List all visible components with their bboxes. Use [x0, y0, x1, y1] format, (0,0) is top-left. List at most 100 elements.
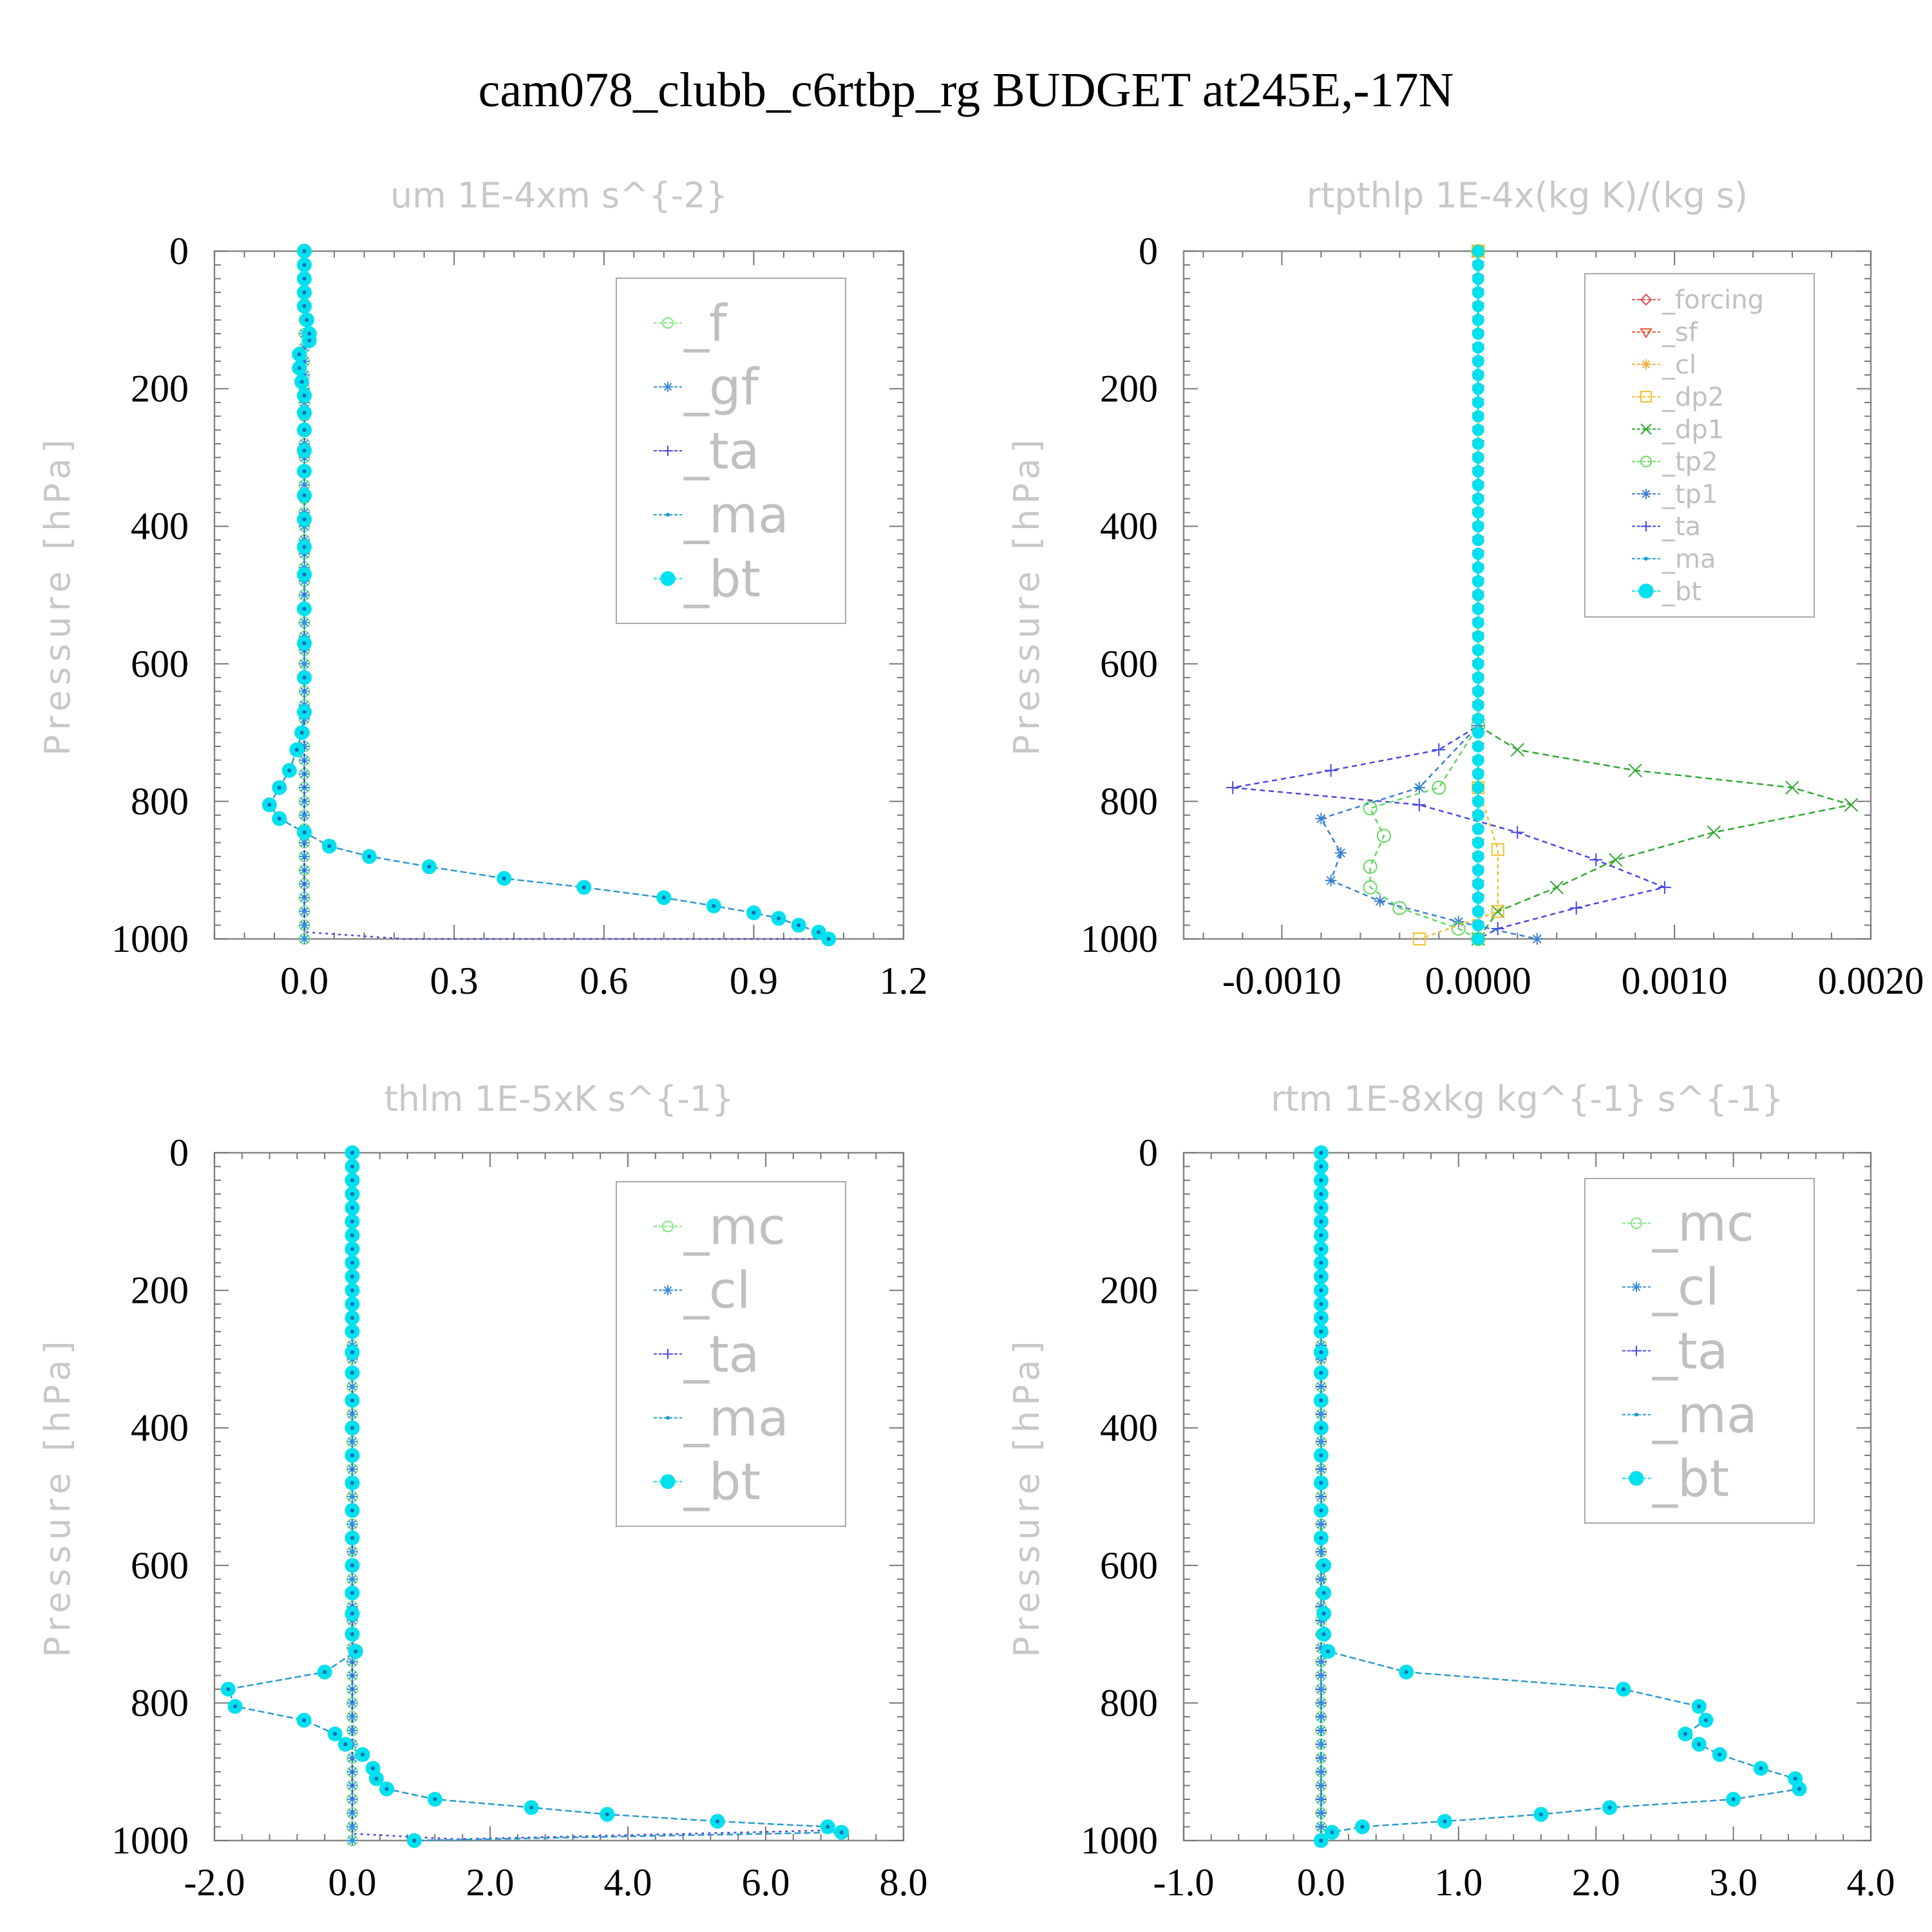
series-ma-point — [350, 1329, 354, 1334]
x-tick-label: 2.0 — [466, 1861, 515, 1904]
series-ma-point — [343, 1742, 348, 1747]
series-bt-point — [1472, 781, 1484, 794]
x-tick-label: 6.0 — [742, 1861, 790, 1904]
legend: _forcing_sf_cl _dp2 _dp1 _tp2 _tp1 _ta_ma_bt — [1584, 273, 1815, 618]
panel-title: thlm 1E-5xK s^{-1} — [384, 1079, 734, 1119]
series-bt-point — [1472, 424, 1484, 437]
series-ma-point — [412, 1839, 417, 1842]
series-ma-point — [350, 1178, 354, 1182]
series-ma-point — [233, 1704, 238, 1709]
series-ma-point — [287, 768, 292, 773]
series-bt-point — [1472, 520, 1484, 533]
legend-label: _bt — [683, 1454, 761, 1511]
series-bt — [1472, 245, 1484, 945]
series-ma-point — [302, 249, 307, 253]
series-bt-point — [1472, 299, 1484, 312]
series-bt-point — [1472, 850, 1484, 863]
x-tick-label: 0.0000 — [1425, 960, 1531, 1002]
series-ma-point — [1319, 1687, 1323, 1692]
series-ma-point — [1319, 1316, 1323, 1320]
series-ma-point — [777, 916, 781, 920]
series-dp1-point — [1608, 853, 1623, 867]
series-bt — [1313, 1145, 1807, 1848]
legend-marker-dp2 — [1640, 391, 1652, 403]
series-bt-point — [1472, 864, 1484, 876]
series-ma-point — [302, 276, 307, 281]
x-tick-label: 1.2 — [880, 960, 928, 1002]
series-tp1-point — [1413, 782, 1425, 794]
series-bt-point — [1472, 383, 1484, 395]
series-ma-point — [302, 830, 307, 835]
series-ma-point — [350, 1714, 354, 1719]
series-bt-point — [1472, 589, 1484, 601]
legend: _f _gf_ta _ma _bt — [616, 278, 846, 624]
y-tick-label: 600 — [131, 1544, 189, 1587]
series-ma-point — [350, 1426, 354, 1430]
series-bt-point — [1472, 410, 1484, 422]
y-axis-title: Pressure [hPa] — [37, 1336, 78, 1657]
series-ma-point — [350, 1563, 354, 1567]
series-ma-point — [1683, 1732, 1687, 1736]
y-tick-label: 800 — [131, 1681, 189, 1724]
panel-title: um 1E-4xm s^{-2} — [390, 175, 728, 216]
series-dp2 — [1412, 245, 1504, 945]
legend-label: _f — [683, 295, 728, 353]
series-bt-point — [1472, 561, 1484, 574]
series-ma-point — [350, 1591, 354, 1595]
series-ma-point — [226, 1687, 231, 1692]
series-tp1 — [1315, 245, 1543, 945]
x-tick-label: 0.0020 — [1818, 960, 1924, 1002]
series-ma-point — [350, 1206, 354, 1210]
series-ma-point — [1321, 1611, 1326, 1616]
x-tick-label: 8.0 — [880, 1861, 928, 1904]
legend-marker-ma — [666, 513, 670, 517]
legend-label: _ma — [683, 487, 789, 545]
panels: um 1E-4xm s^{-2} Pressure [hPa] 0 200 400 600… — [37, 175, 1924, 1904]
legend-marker-cl — [1631, 1282, 1642, 1293]
series-ma-point — [1319, 1302, 1323, 1306]
series-ma-point — [1319, 1467, 1323, 1472]
series-bt-point — [1472, 878, 1484, 891]
series-ma-point — [302, 290, 307, 295]
figure-title: cam078_clubb_c6rtbp_rg BUDGET at245E,-17… — [478, 63, 1454, 117]
series-ma-point — [302, 517, 307, 522]
series-bt — [220, 1145, 849, 1848]
legend-label: _ma — [1652, 1387, 1757, 1444]
y-tick-label: 0 — [1139, 1132, 1158, 1174]
legend-marker-ma — [666, 1416, 670, 1420]
series-ma-point — [1319, 1797, 1323, 1801]
series-dp1-point — [1844, 798, 1859, 812]
series-ma-point — [1326, 1649, 1331, 1654]
series-bt-point — [1472, 768, 1484, 781]
series-ma-point — [1319, 1178, 1323, 1182]
series-ma-point — [1319, 1701, 1323, 1705]
series-bt-point — [1472, 355, 1484, 368]
series-ma-point — [1319, 1206, 1323, 1210]
series-ma-point — [302, 799, 307, 804]
series-ma-point — [323, 1670, 327, 1674]
series-bt-point — [1472, 314, 1484, 327]
series-dp2-point — [1491, 905, 1504, 918]
legend-marker-ta — [663, 1349, 673, 1359]
series-bt-point — [1472, 809, 1484, 822]
series-ma-point — [1319, 1247, 1323, 1251]
series-ma-point — [302, 410, 307, 415]
series-dp1-point — [1549, 880, 1564, 895]
series-ma-point — [297, 352, 301, 357]
series-ta-line — [1232, 251, 1668, 940]
y-tick-label: 0 — [169, 1132, 189, 1174]
series-ma-point — [752, 911, 756, 915]
y-tick-label: 1000 — [1081, 918, 1158, 960]
series-ma-point — [350, 1481, 354, 1485]
series-bt-point — [1472, 795, 1484, 808]
series-ma-point — [302, 304, 307, 308]
legend-marker-bt — [1638, 583, 1654, 599]
series-ta-line — [303, 251, 829, 940]
x-tick-label: 0.0 — [1297, 1861, 1345, 1904]
series-bt-point — [1472, 534, 1484, 547]
series-ma-point — [427, 864, 431, 869]
series-ma-point — [826, 937, 831, 941]
legend-marker-f — [662, 317, 674, 329]
series-ma-point — [350, 1632, 354, 1636]
series-ma-point — [1319, 1728, 1323, 1733]
